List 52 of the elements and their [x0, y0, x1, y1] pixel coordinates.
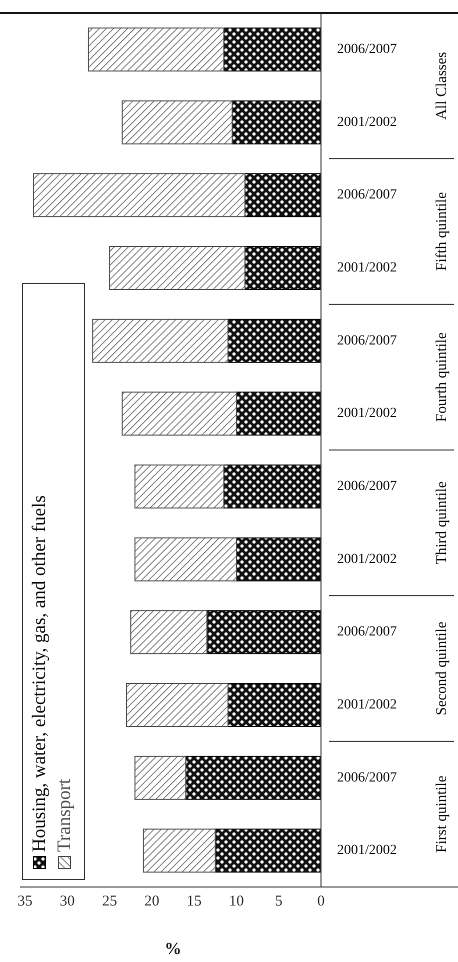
text: Second quintile: [434, 621, 450, 716]
x-tick-label: 10: [228, 894, 244, 910]
bar: [122, 100, 233, 144]
bar: [88, 28, 224, 72]
bar: [109, 246, 246, 290]
x-tick-label: 35: [18, 894, 32, 910]
bar: [236, 537, 321, 582]
bar: [227, 318, 321, 363]
y-tick-label: 2006/2007: [337, 624, 397, 640]
text: Fifth quintile: [434, 192, 450, 271]
x-tick-label: 20: [144, 894, 160, 910]
y-tick-label: 2001/2002: [337, 697, 397, 712]
y-tick-label: 2001/2002: [337, 843, 397, 858]
bar: [134, 464, 224, 508]
text: All Classes: [434, 52, 450, 120]
y-tick-label: 2001/2002: [337, 114, 397, 130]
y-tick-label: 2006/2007: [337, 42, 397, 57]
bar: [244, 246, 321, 290]
bar: [223, 28, 321, 72]
bar: [142, 828, 216, 873]
x-tick-label: 5: [274, 894, 282, 910]
bar: [244, 173, 321, 218]
x-tick-label: 25: [102, 894, 118, 910]
y-tick-label: 2001/2002: [337, 260, 397, 276]
text: Fourth quintile: [434, 332, 450, 422]
y-tick-label: 2001/2002: [337, 552, 397, 567]
bar: [32, 173, 246, 218]
legend-frame: Housing, water, electricity, gas, and other fuels Transport: [22, 283, 85, 880]
y-tick-label: 2006/2007: [337, 333, 397, 348]
y-tick-label: 2006/2007: [337, 188, 397, 203]
bar: [227, 683, 321, 727]
text: First quintile: [434, 775, 450, 853]
y-tick-label: 2001/2002: [337, 406, 397, 422]
bar: [214, 828, 321, 873]
text: Third quintile: [434, 481, 450, 564]
bar: [236, 392, 321, 436]
bar: [126, 683, 228, 727]
bar: [134, 756, 186, 800]
x-tick-label: 0: [317, 894, 325, 910]
y-tick-label: 2006/2007: [337, 770, 397, 786]
bar: [122, 392, 237, 436]
bar: [232, 100, 321, 144]
bar: [92, 318, 228, 363]
bar: [130, 610, 208, 654]
x-tick-label: 15: [186, 894, 202, 910]
bar: [185, 756, 321, 800]
x-axis-title: %: [164, 939, 182, 958]
bar: [206, 610, 321, 654]
y-tick-label: 2006/2007: [337, 478, 397, 494]
x-tick-label: 30: [60, 894, 75, 910]
bar: [134, 537, 237, 582]
bar: [223, 464, 321, 508]
